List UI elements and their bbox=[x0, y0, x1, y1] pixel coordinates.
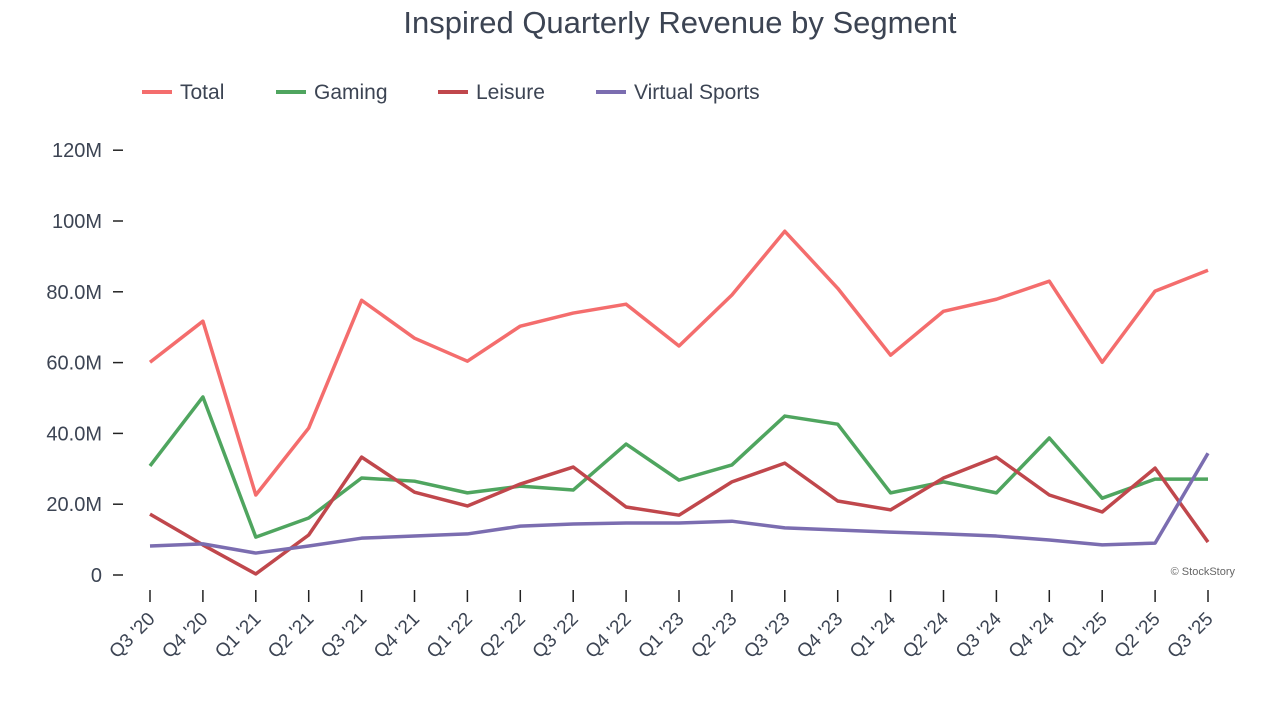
legend-label: Total bbox=[180, 81, 224, 104]
y-tick-label: 80.0M bbox=[46, 282, 102, 304]
legend-label: Virtual Sports bbox=[634, 81, 760, 104]
x-tick-label: Q4 '21 bbox=[370, 609, 424, 663]
y-tick-label: 40.0M bbox=[46, 423, 102, 445]
x-tick-label: Q1 '24 bbox=[846, 608, 900, 662]
x-tick-label: Q1 '25 bbox=[1058, 609, 1112, 663]
y-tick-label: 120M bbox=[52, 140, 102, 162]
x-tick-label: Q3 '25 bbox=[1164, 609, 1218, 663]
x-tick-label: Q2 '23 bbox=[687, 609, 741, 663]
x-tick-label: Q2 '22 bbox=[476, 609, 530, 663]
y-tick-label: 60.0M bbox=[46, 353, 102, 375]
y-tick-label: 20.0M bbox=[46, 494, 102, 516]
series-line bbox=[149, 452, 1210, 555]
x-tick-label: Q3 '24 bbox=[952, 608, 1006, 662]
y-tick-label: 100M bbox=[52, 211, 102, 233]
x-tick-label: Q2 '24 bbox=[899, 608, 953, 662]
series-line bbox=[149, 455, 1210, 576]
legend-label: Gaming bbox=[314, 81, 388, 104]
series-line bbox=[148, 229, 1209, 497]
legend-label: Leisure bbox=[476, 81, 545, 104]
x-tick-label: Q4 '24 bbox=[1005, 608, 1059, 662]
x-tick-label: Q3 '23 bbox=[740, 609, 794, 663]
x-tick-label: Q4 '23 bbox=[793, 609, 847, 663]
x-tick-label: Q3 '22 bbox=[529, 609, 583, 663]
x-tick-label: Q4 '22 bbox=[582, 609, 636, 663]
chart-title: Inspired Quarterly Revenue by Segment bbox=[403, 5, 957, 40]
x-tick-label: Q2 '21 bbox=[264, 609, 318, 663]
x-tick-label: Q3 '20 bbox=[106, 609, 160, 663]
x-tick-label: Q1 '22 bbox=[423, 609, 477, 663]
x-tick-label: Q3 '21 bbox=[317, 609, 371, 663]
y-tick-label: 0 bbox=[91, 565, 102, 587]
x-tick-label: Q1 '23 bbox=[635, 609, 689, 663]
annotation: © StockStory bbox=[1171, 566, 1236, 578]
x-tick-label: Q2 '25 bbox=[1111, 609, 1165, 663]
x-tick-label: Q4 '20 bbox=[158, 609, 212, 663]
x-tick-label: Q1 '21 bbox=[211, 609, 265, 663]
series-line bbox=[148, 395, 1208, 539]
